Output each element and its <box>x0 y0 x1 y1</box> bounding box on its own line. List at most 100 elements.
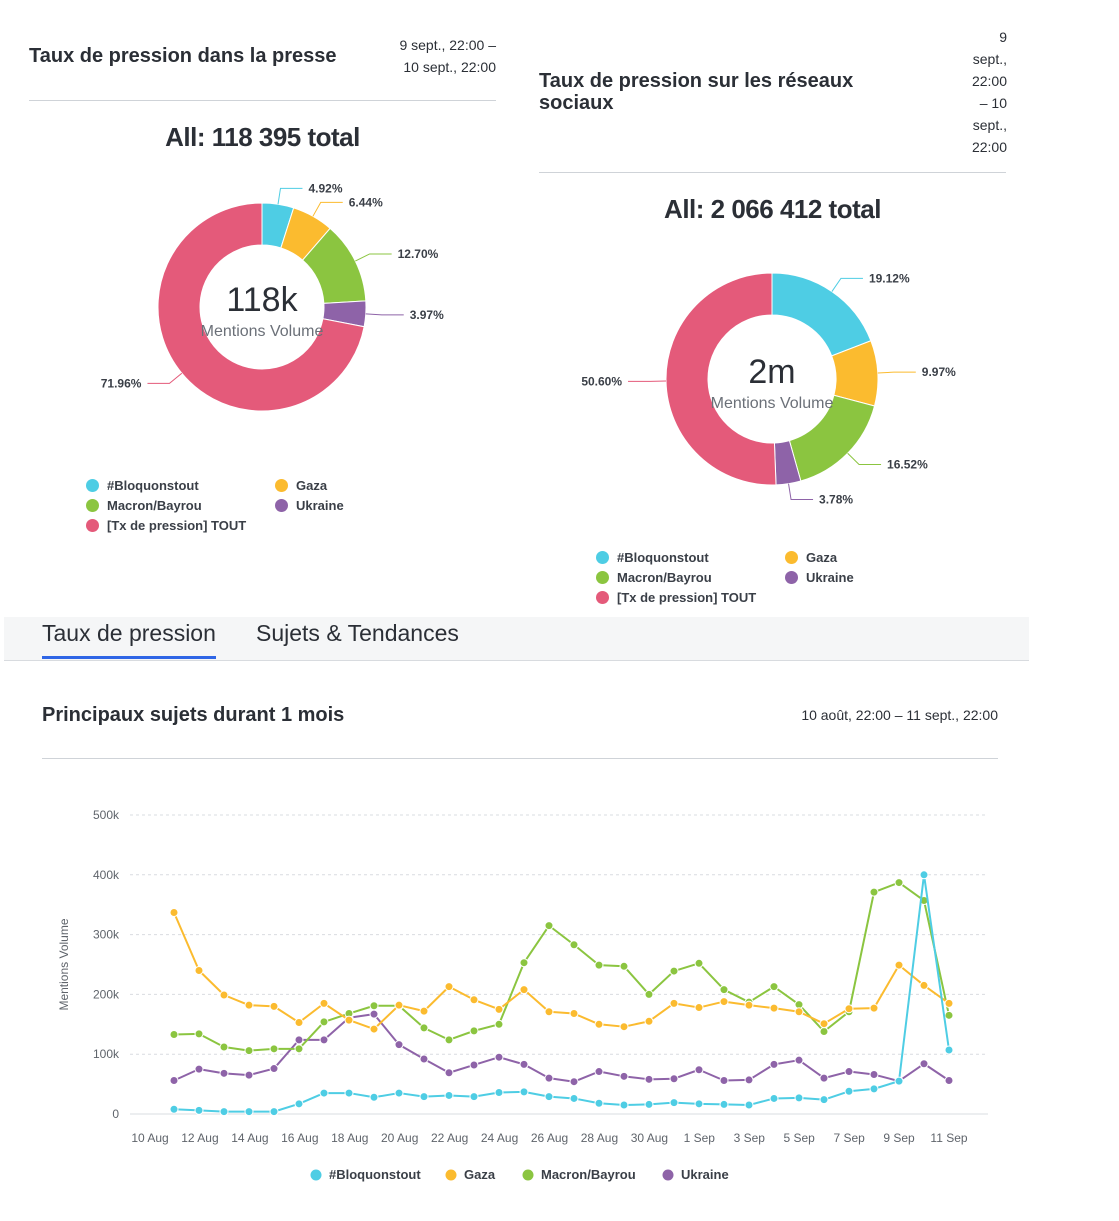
legend-item-label[interactable]: #Bloquonstout <box>329 1167 421 1182</box>
data-point[interactable] <box>769 1093 779 1103</box>
data-point[interactable] <box>469 995 479 1005</box>
data-point[interactable] <box>719 985 729 995</box>
data-point[interactable] <box>194 965 204 975</box>
data-point[interactable] <box>169 1029 179 1039</box>
donut-slice-tx-de-pression-tout[interactable] <box>157 202 365 412</box>
data-point[interactable] <box>644 989 654 999</box>
data-point[interactable] <box>569 1093 579 1103</box>
donut-slice-bloquonstout[interactable] <box>771 272 872 357</box>
data-point[interactable] <box>269 1107 279 1117</box>
data-point[interactable] <box>644 1099 654 1109</box>
data-point[interactable] <box>794 1055 804 1065</box>
data-point[interactable] <box>519 1087 529 1097</box>
data-point[interactable] <box>444 1090 454 1100</box>
data-point[interactable] <box>319 1035 329 1045</box>
series-line-gaza[interactable] <box>173 912 950 1031</box>
data-point[interactable] <box>794 1093 804 1103</box>
data-point[interactable] <box>594 960 604 970</box>
data-point[interactable] <box>694 1003 704 1013</box>
data-point[interactable] <box>394 1040 404 1050</box>
data-point[interactable] <box>169 1104 179 1114</box>
data-point[interactable] <box>819 1019 829 1029</box>
data-point[interactable] <box>244 1000 254 1010</box>
data-point[interactable] <box>944 1045 954 1055</box>
data-point[interactable] <box>594 1067 604 1077</box>
data-point[interactable] <box>294 1099 304 1109</box>
data-point[interactable] <box>244 1107 254 1117</box>
data-point[interactable] <box>319 1088 329 1098</box>
data-point[interactable] <box>944 1076 954 1086</box>
data-point[interactable] <box>444 1035 454 1045</box>
data-point[interactable] <box>894 960 904 970</box>
data-point[interactable] <box>244 1070 254 1080</box>
data-point[interactable] <box>219 990 229 1000</box>
data-point[interactable] <box>744 1000 754 1010</box>
data-point[interactable] <box>694 1099 704 1109</box>
data-point[interactable] <box>294 1035 304 1045</box>
data-point[interactable] <box>744 1075 754 1085</box>
legend-item-ukraine[interactable]: Ukraine <box>785 570 854 585</box>
data-point[interactable] <box>219 1068 229 1078</box>
legend-item-tout[interactable]: [Tx de pression] TOUT <box>86 518 246 533</box>
data-point[interactable] <box>719 1076 729 1086</box>
data-point[interactable] <box>669 998 679 1008</box>
data-point[interactable] <box>569 1077 579 1087</box>
data-point[interactable] <box>419 1092 429 1102</box>
data-point[interactable] <box>694 1065 704 1075</box>
data-point[interactable] <box>369 1092 379 1102</box>
data-point[interactable] <box>719 997 729 1007</box>
data-point[interactable] <box>744 1100 754 1110</box>
data-point[interactable] <box>669 1098 679 1108</box>
data-point[interactable] <box>519 985 529 995</box>
legend-item-gaza[interactable]: Gaza <box>785 550 837 565</box>
data-point[interactable] <box>194 1029 204 1039</box>
data-point[interactable] <box>944 998 954 1008</box>
data-point[interactable] <box>344 1015 354 1025</box>
data-point[interactable] <box>494 1052 504 1062</box>
data-point[interactable] <box>469 1026 479 1036</box>
legend-item-label[interactable]: Macron/Bayrou <box>541 1167 636 1182</box>
data-point[interactable] <box>619 1022 629 1032</box>
data-point[interactable] <box>619 1071 629 1081</box>
legend-item-label[interactable]: Ukraine <box>681 1167 729 1182</box>
data-point[interactable] <box>269 1001 279 1011</box>
data-point[interactable] <box>769 982 779 992</box>
legend-item-tout[interactable]: [Tx de pression] TOUT <box>596 590 756 605</box>
data-point[interactable] <box>819 1095 829 1105</box>
data-point[interactable] <box>394 1088 404 1098</box>
data-point[interactable] <box>844 1004 854 1014</box>
data-point[interactable] <box>944 1010 954 1020</box>
data-point[interactable] <box>819 1073 829 1083</box>
data-point[interactable] <box>919 980 929 990</box>
data-point[interactable] <box>644 1074 654 1084</box>
data-point[interactable] <box>444 1068 454 1078</box>
data-point[interactable] <box>544 1092 554 1102</box>
data-point[interactable] <box>669 1074 679 1084</box>
data-point[interactable] <box>769 1003 779 1013</box>
data-point[interactable] <box>394 1000 404 1010</box>
data-point[interactable] <box>819 1026 829 1036</box>
legend-item-macron-bayrou[interactable]: Macron/Bayrou <box>596 570 712 585</box>
data-point[interactable] <box>219 1107 229 1117</box>
legend-item-ukraine[interactable]: Ukraine <box>275 498 344 513</box>
legend-item-gaza[interactable]: Gaza <box>275 478 327 493</box>
data-point[interactable] <box>169 907 179 917</box>
data-point[interactable] <box>919 870 929 880</box>
data-point[interactable] <box>319 998 329 1008</box>
data-point[interactable] <box>494 1019 504 1029</box>
data-point[interactable] <box>894 1076 904 1086</box>
data-point[interactable] <box>869 1070 879 1080</box>
data-point[interactable] <box>519 1059 529 1069</box>
data-point[interactable] <box>269 1064 279 1074</box>
data-point[interactable] <box>844 1086 854 1096</box>
donut-slice-tx-de-pression-tout[interactable] <box>665 272 777 486</box>
data-point[interactable] <box>219 1042 229 1052</box>
data-point[interactable] <box>419 1006 429 1016</box>
data-point[interactable] <box>269 1044 279 1054</box>
data-point[interactable] <box>869 1003 879 1013</box>
tab-taux-de-pression[interactable]: Taux de pression <box>42 620 216 659</box>
legend-item-bloquonstout[interactable]: #Bloquonstout <box>86 478 199 493</box>
data-point[interactable] <box>194 1064 204 1074</box>
data-point[interactable] <box>244 1046 254 1056</box>
data-point[interactable] <box>494 1004 504 1014</box>
